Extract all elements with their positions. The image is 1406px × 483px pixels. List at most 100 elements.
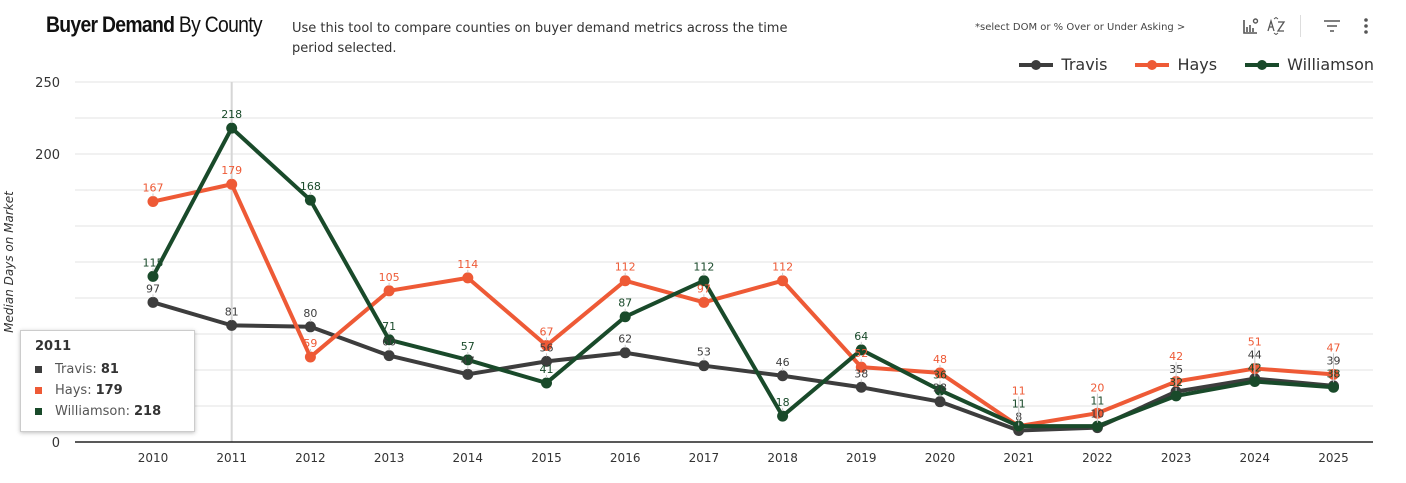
data-point-hays (226, 178, 238, 190)
x-tick-label: 2021 (1003, 451, 1034, 465)
data-label-travis: 60 (382, 336, 396, 349)
x-tick-label: 2024 (1240, 451, 1271, 465)
data-label-travis: 46 (776, 356, 790, 369)
legend-item-hays[interactable]: Hays (1135, 55, 1217, 74)
data-label-hays: 114 (457, 258, 478, 271)
data-label-hays: 47 (1327, 341, 1341, 354)
x-tick-label: 2014 (453, 451, 484, 465)
data-point-williamson (855, 344, 867, 356)
data-point-williamson (304, 194, 316, 206)
data-label-hays: 51 (1248, 336, 1262, 349)
title-bold: Buyer Demand (46, 12, 175, 37)
tooltip-value: 218 (134, 404, 162, 419)
data-point-williamson (226, 122, 238, 134)
data-point-travis (934, 396, 946, 408)
data-point-travis (541, 355, 552, 367)
data-point-travis (777, 370, 789, 382)
data-point-travis (147, 296, 159, 308)
data-point-williamson (777, 410, 789, 422)
tooltip-value: 81 (100, 362, 119, 377)
legend-item-travis[interactable]: Travis (1019, 55, 1107, 74)
data-point-hays (619, 275, 631, 287)
description: Use this tool to compare counties on buy… (292, 21, 788, 56)
y-axis-label: Median Days on Market (2, 190, 16, 333)
x-tick-label: 2013 (374, 451, 405, 465)
legend-item-williamson[interactable]: Williamson (1245, 55, 1374, 74)
data-label-hays: 112 (615, 261, 636, 274)
data-point-williamson (698, 275, 710, 287)
data-point-travis (226, 319, 238, 331)
series-line-williamson (151, 126, 1334, 429)
filter-icon[interactable] (1319, 13, 1345, 39)
x-tick-label: 2017 (689, 451, 720, 465)
data-label-travis: 62 (618, 333, 632, 346)
data-label-williamson: 57 (461, 340, 475, 353)
data-point-williamson (147, 270, 159, 282)
data-point-travis (698, 360, 710, 372)
chart-settings-icon[interactable] (1238, 13, 1264, 39)
x-tick-label: 2016 (610, 451, 641, 465)
series-line-travis (152, 300, 1334, 433)
data-label-hays: 67 (540, 326, 554, 339)
data-point-williamson (1091, 420, 1103, 432)
tooltip-row-travis: Travis: 81 (35, 362, 119, 377)
y-tick-label: 200 (35, 148, 60, 163)
data-label-hays: 59 (303, 337, 317, 350)
legend-label: Williamson (1287, 55, 1374, 74)
x-tick-label: 2011 (216, 451, 247, 465)
x-tick-label: 2019 (846, 451, 877, 465)
toolbar (1238, 12, 1379, 40)
tooltip-row-hays: Hays: 179 (35, 383, 123, 398)
data-label-williamson: 87 (618, 297, 632, 310)
data-label-williamson: 64 (854, 330, 868, 343)
data-point-hays (934, 367, 946, 379)
data-label-williamson: 115 (143, 256, 164, 269)
data-label-hays: 11 (1012, 384, 1026, 397)
x-tick-label: 2020 (925, 451, 956, 465)
data-label-travis: 28 (933, 382, 947, 395)
data-label-williamson: 71 (382, 320, 396, 333)
x-tick-label: 2023 (1161, 451, 1192, 465)
data-label-travis: 80 (303, 307, 317, 320)
sort-az-icon[interactable] (1264, 13, 1290, 39)
data-point-travis (304, 321, 316, 333)
data-point-williamson (1013, 420, 1025, 432)
data-label-hays: 112 (772, 261, 793, 274)
data-point-travis (383, 350, 395, 362)
travis-swatch (35, 366, 42, 373)
data-point-hays (383, 285, 395, 297)
data-point-hays (541, 340, 552, 352)
data-point-williamson (1170, 390, 1182, 402)
data-point-hays (462, 272, 474, 284)
data-label-hays: 105 (379, 271, 400, 284)
chart-legend: Travis Hays Williamson (1019, 55, 1374, 74)
series-line-hays (152, 182, 1334, 429)
more-vert-icon[interactable] (1353, 13, 1379, 39)
data-label-travis: 38 (854, 367, 868, 380)
page-title: Buyer Demand By County (46, 12, 263, 38)
x-tick-label: 2012 (295, 451, 326, 465)
hays-swatch (35, 387, 42, 394)
tooltip-label: Williamson: (55, 404, 130, 419)
data-label-hays: 48 (933, 353, 947, 366)
data-label-hays: 42 (1169, 350, 1183, 363)
x-tick-label: 2025 (1318, 451, 1349, 465)
data-point-williamson (1249, 376, 1261, 388)
tooltip-label: Travis: (55, 362, 97, 377)
data-point-williamson (462, 354, 474, 366)
data-point-williamson (1328, 381, 1339, 393)
data-label-williamson: 218 (221, 108, 242, 121)
data-point-hays (147, 196, 159, 208)
data-label-hays: 97 (697, 282, 711, 295)
tooltip-label: Hays: (55, 383, 92, 398)
tooltip-value: 179 (95, 383, 123, 398)
data-label-travis: 53 (697, 346, 711, 359)
data-label-hays: 167 (143, 182, 164, 195)
data-label-williamson: 41 (540, 363, 554, 376)
data-point-williamson (541, 377, 552, 389)
data-point-hays (304, 351, 316, 363)
x-tick-label: 2010 (138, 451, 169, 465)
chart-tooltip: 2011 Travis: 81 Hays: 179 Williamson: 218 (20, 330, 195, 432)
data-point-hays (698, 296, 710, 308)
